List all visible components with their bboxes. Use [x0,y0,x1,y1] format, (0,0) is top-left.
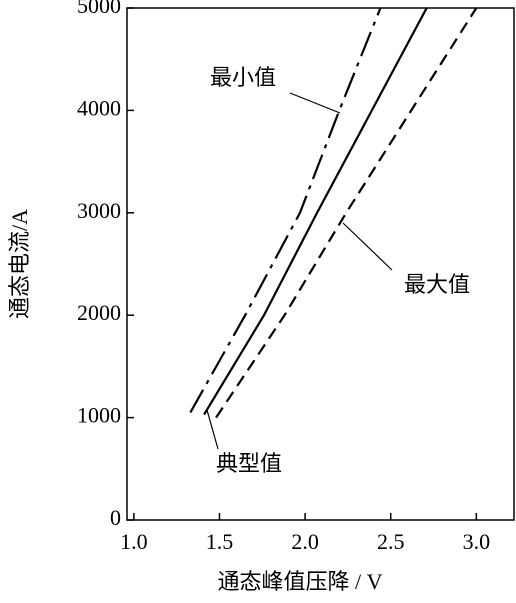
leader-line [342,222,393,271]
y-tick-label: 3000 [77,198,121,223]
annotation: 最小值 [210,65,276,90]
y-tick-label: 5000 [77,0,121,18]
annotation: 典型值 [216,451,282,476]
x-axis-label: 通态峰值压降 / V [217,569,382,594]
y-tick-label: 1000 [77,403,121,428]
x-tick-label: 1.0 [120,529,148,554]
line [215,7,478,419]
leader-line [206,409,219,450]
x-tick-label: 3.0 [463,529,491,554]
y-tick-label: 2000 [77,300,121,325]
annotation: 最大值 [404,272,470,297]
line [189,7,382,414]
plot-frame [126,7,515,521]
x-tick-label: 1.5 [206,529,234,554]
leader-line [289,92,341,114]
x-tick-label: 2.0 [291,529,319,554]
y-axis-label: 通态电流/A [7,209,32,319]
x-tick-label: 2.5 [377,529,405,554]
y-tick-label: 4000 [77,95,121,120]
line [203,7,428,416]
y-tick-label: 0 [110,505,121,530]
